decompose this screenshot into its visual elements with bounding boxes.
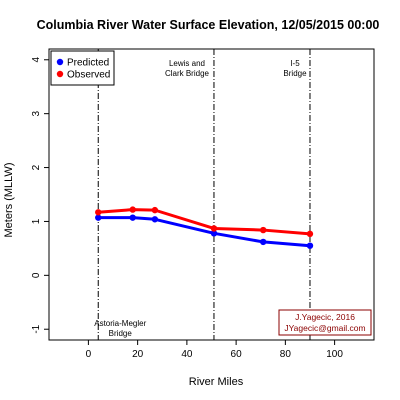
data-point-predicted xyxy=(151,216,159,223)
reference-label-line2: Bridge xyxy=(109,329,133,338)
legend-label-observed: Observed xyxy=(67,70,110,81)
series-line-predicted xyxy=(96,216,312,248)
y-tick-label: 3 xyxy=(31,110,42,116)
series-line-observed xyxy=(96,208,312,236)
credit-box: J.Yagecic, 2016 JYagecic@gmail.com xyxy=(278,309,372,336)
y-tick-label: 0 xyxy=(31,272,42,278)
x-tick-label: 100 xyxy=(326,349,343,360)
x-tick-label: 20 xyxy=(132,349,144,360)
y-tick-label: -1 xyxy=(31,324,42,333)
data-point-predicted xyxy=(260,238,267,246)
credit-box-frame xyxy=(278,309,372,336)
x-tick-label: 40 xyxy=(181,349,193,360)
axes-layer: 0 20 40 60 80 100 -1 0 1 2 3 4 xyxy=(31,57,343,360)
data-point-observed xyxy=(129,206,136,213)
reference-label-line2: Bridge xyxy=(283,69,307,78)
legend-box xyxy=(50,50,115,86)
y-tick-label: 1 xyxy=(31,218,42,224)
data-point-predicted xyxy=(129,214,136,221)
credit-email: JYagecic@gmail.com xyxy=(284,323,365,333)
data-point-observed xyxy=(260,226,267,234)
reference-label-line2: Clark Bridge xyxy=(165,69,210,78)
data-point-observed xyxy=(151,206,159,214)
x-tick-label: 0 xyxy=(86,349,92,360)
legend-label-predicted: Predicted xyxy=(67,58,109,69)
reference-label-line1: I-5 xyxy=(290,59,300,68)
data-point-observed xyxy=(95,209,102,216)
data-point-predicted xyxy=(306,242,314,249)
y-axis-label: Meters (MLLW) xyxy=(3,163,15,238)
x-tick-label: 80 xyxy=(280,349,292,360)
chart-title: Columbia River Water Surface Elevation, … xyxy=(37,18,380,32)
data-point-observed xyxy=(210,225,218,232)
y-tick-label: 4 xyxy=(31,57,42,63)
data-point-predicted xyxy=(210,230,218,237)
x-tick-label: 60 xyxy=(231,349,243,360)
reference-label-line1: Lewis and xyxy=(169,59,205,68)
reference-label-line1: Astoria-Megler xyxy=(94,319,146,328)
credit-name: J.Yagecic, 2016 xyxy=(295,312,355,322)
data-point-predicted xyxy=(95,214,102,221)
y-tick-label: 2 xyxy=(31,164,42,170)
legend-marker-observed xyxy=(56,70,64,78)
series-layer xyxy=(95,206,314,249)
x-axis-label: River Miles xyxy=(189,376,244,388)
data-point-observed xyxy=(306,230,314,238)
legend-marker-predicted xyxy=(56,58,64,66)
